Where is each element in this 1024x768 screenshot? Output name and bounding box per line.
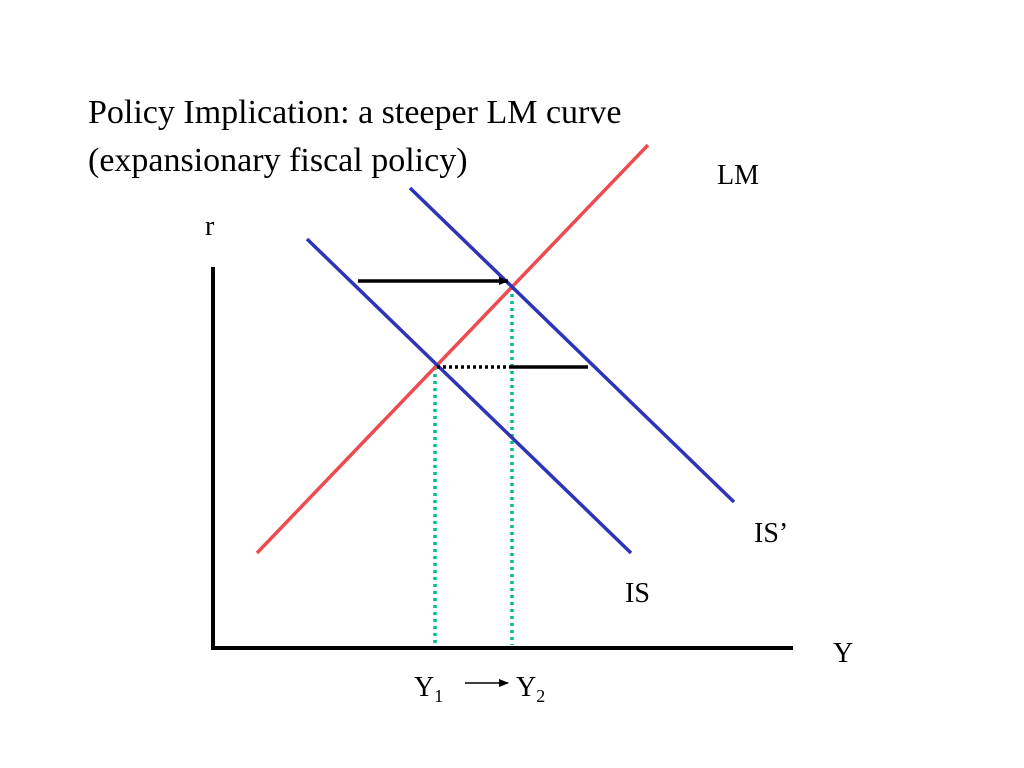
y1-label: Y1	[414, 672, 443, 706]
y1-sub: 1	[434, 686, 443, 706]
is-curve	[305, 237, 633, 555]
y1-base: Y	[414, 672, 434, 703]
is-label: IS	[625, 578, 650, 609]
y2-label: Y2	[516, 672, 545, 706]
is-shifted-curve	[408, 186, 736, 504]
is-shifted-label: IS’	[754, 518, 788, 549]
y2-sub: 2	[536, 686, 545, 706]
title-line: (expansionary fiscal policy)	[88, 142, 468, 179]
title-line: Policy Implication: a steeper LM curve	[88, 94, 621, 131]
lm-label: LM	[717, 160, 759, 191]
r-label: r	[205, 211, 215, 242]
y2-base: Y	[516, 672, 536, 703]
y-label: Y	[833, 638, 853, 669]
lm-curve	[255, 143, 650, 555]
